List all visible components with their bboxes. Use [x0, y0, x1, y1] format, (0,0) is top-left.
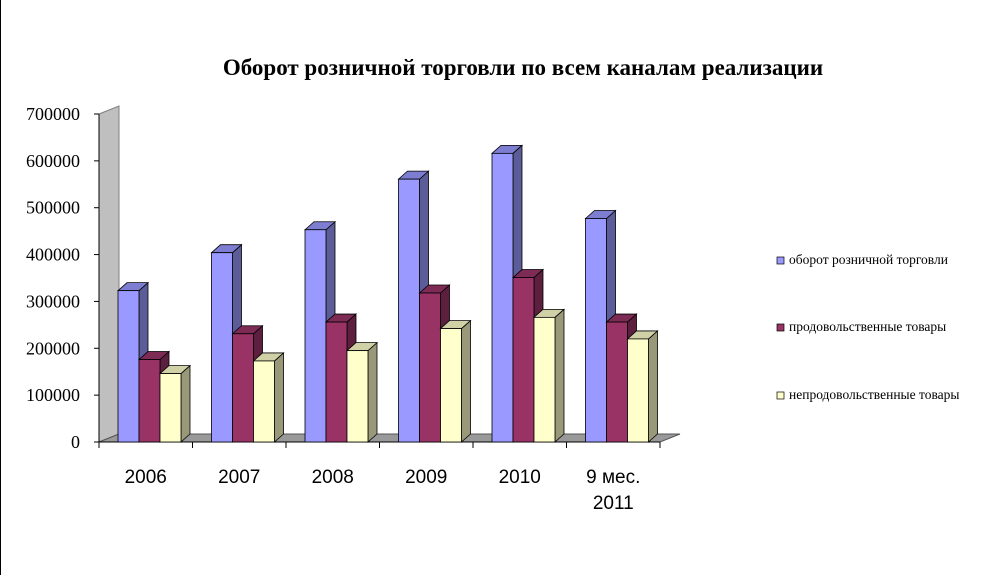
chart-legend: оборот розничной торговли продовольственн… [776, 252, 959, 402]
x-tick-label: 2009 [405, 467, 447, 488]
bar-side [461, 319, 471, 443]
bar-front [232, 333, 254, 443]
bar-side [367, 341, 378, 443]
bar [439, 319, 472, 443]
y-tick-label: 200000 [26, 338, 80, 358]
legend-swatch [776, 391, 785, 400]
bar-front [419, 292, 441, 443]
bar-side [180, 364, 191, 443]
x-tick-label: 9 мес. 2011 [586, 467, 640, 514]
bar-front [346, 350, 369, 443]
bar-front [325, 321, 348, 443]
y-tick-label: 0 [71, 432, 80, 452]
bar [626, 330, 659, 443]
chart-title: Оборот розничной торговли по всем канала… [222, 55, 824, 80]
legend-swatch [776, 323, 785, 332]
bar-front [512, 277, 535, 443]
bar-side [648, 330, 658, 443]
legend-swatch [776, 256, 785, 265]
bar-front [627, 338, 649, 443]
bar-front [398, 178, 420, 443]
y-tick-label: 500000 [26, 198, 80, 218]
legend-label: непродовольственные товары [789, 387, 959, 402]
bar-front [117, 290, 140, 443]
bar-front [159, 373, 182, 443]
bar-front [533, 316, 556, 443]
bar-side [554, 308, 565, 443]
bar [158, 364, 192, 443]
y-tick-label: 600000 [26, 151, 80, 171]
x-tick-label: 2007 [218, 467, 260, 488]
bar-front [585, 218, 607, 443]
y-tick-label: 400000 [26, 245, 80, 265]
legend-label: продовольственные товары [789, 319, 946, 334]
bar-side [274, 352, 284, 443]
bar-front [304, 229, 327, 443]
chart-bars [116, 144, 659, 443]
bar [345, 341, 379, 443]
bar-front [138, 359, 161, 443]
y-tick-label: 700000 [26, 104, 80, 124]
bar-front [606, 321, 628, 443]
bar-front [211, 252, 233, 443]
y-tick-label: 300000 [26, 291, 80, 311]
x-tick-label: 2010 [499, 467, 541, 488]
x-tick-label: 2006 [125, 467, 167, 488]
bar-front [253, 360, 275, 443]
bar [532, 308, 566, 443]
bar-front [491, 152, 514, 443]
chart-axes: 0 100000 200000 300000 400000 500000 600000 700… [26, 104, 661, 514]
y-tick-label: 100000 [26, 385, 80, 405]
legend-label: оборот розничной торговли [789, 252, 948, 267]
bar [252, 352, 285, 443]
bar-front [440, 328, 462, 443]
x-tick-label: 2008 [312, 467, 354, 488]
chart-side-wall [98, 105, 120, 443]
